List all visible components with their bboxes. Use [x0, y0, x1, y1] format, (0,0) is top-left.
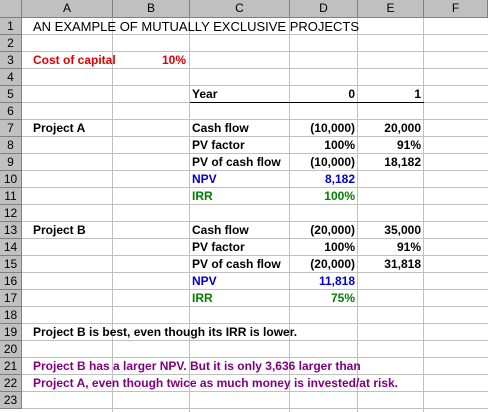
row-header-8[interactable]: 8 [0, 137, 22, 154]
row-header-16[interactable]: 16 [0, 273, 22, 290]
row-header-23[interactable]: 23 [0, 392, 22, 409]
project-a-irr-label[interactable]: IRR [192, 189, 213, 203]
row-header-14[interactable]: 14 [0, 239, 22, 256]
grid-row [22, 222, 488, 239]
grid-row [22, 392, 488, 409]
grid-row [22, 358, 488, 375]
gridline [289, 18, 290, 412]
grid-row [22, 52, 488, 69]
project-b-label[interactable]: Project B [33, 223, 86, 237]
conclusion-text[interactable]: Project B is best, even though its IRR i… [33, 325, 298, 339]
grid-row [22, 375, 488, 392]
grid-row [22, 18, 488, 35]
row-header-10[interactable]: 10 [0, 171, 22, 188]
sheet-title[interactable]: AN EXAMPLE OF MUTUALLY EXCLUSIVE PROJECT… [33, 19, 360, 34]
cost-of-capital-label[interactable]: Cost of capital [33, 53, 116, 67]
row-header-19[interactable]: 19 [0, 324, 22, 341]
project-a-npv-label[interactable]: NPV [192, 172, 217, 186]
project-a-cash-flow-1[interactable]: 20,000 [384, 121, 421, 135]
row-header-15[interactable]: 15 [0, 256, 22, 273]
grid-row [22, 256, 488, 273]
project-b-pv-cash-flow-0[interactable]: (20,000) [310, 257, 355, 271]
project-a-pv-cash-flow-0[interactable]: (10,000) [310, 155, 355, 169]
project-a-npv-value[interactable]: 8,182 [324, 172, 355, 186]
project-b-cash-flow-label[interactable]: Cash flow [192, 223, 249, 237]
row-header-2[interactable]: 2 [0, 35, 22, 52]
project-a-pv-cash-flow-label[interactable]: PV of cash flow [192, 155, 281, 169]
column-header-a[interactable]: A [22, 0, 113, 18]
grid-row [22, 188, 488, 205]
grid-row [22, 205, 488, 222]
note-line-1[interactable]: Project B has a larger NPV. But it is on… [33, 359, 361, 373]
row-header-11[interactable]: 11 [0, 188, 22, 205]
year-1[interactable]: 1 [414, 87, 421, 101]
grid-row [22, 120, 488, 137]
year-label[interactable]: Year [192, 87, 218, 101]
row-header-20[interactable]: 20 [0, 341, 22, 358]
select-all-corner[interactable] [0, 0, 22, 18]
project-a-irr-value[interactable]: 100% [324, 189, 355, 203]
row-header-21[interactable]: 21 [0, 358, 22, 375]
row-header-12[interactable]: 12 [0, 205, 22, 222]
row-header-7[interactable]: 7 [0, 120, 22, 137]
row-header-3[interactable]: 3 [0, 52, 22, 69]
project-b-pv-factor-label[interactable]: PV factor [192, 240, 245, 254]
gridline [112, 18, 113, 412]
grid-row [22, 307, 488, 324]
grid-row [22, 154, 488, 171]
project-a-pv-factor-label[interactable]: PV factor [192, 138, 245, 152]
project-b-pv-cash-flow-1[interactable]: 31,818 [384, 257, 421, 271]
cost-of-capital-value[interactable]: 10% [161, 53, 186, 67]
row-header-1[interactable]: 1 [0, 18, 22, 35]
row-header-17[interactable]: 17 [0, 290, 22, 307]
column-header-b[interactable]: B [113, 0, 190, 18]
column-header-e[interactable]: E [358, 0, 424, 18]
project-a-cash-flow-0[interactable]: (10,000) [310, 121, 355, 135]
grid-row [22, 137, 488, 154]
project-a-pv-factor-1[interactable]: 91% [396, 138, 421, 152]
year-0[interactable]: 0 [348, 87, 355, 101]
grid-row [22, 273, 488, 290]
project-b-pv-factor-0[interactable]: 100% [324, 240, 355, 254]
row-header-18[interactable]: 18 [0, 307, 22, 324]
project-a-cash-flow-label[interactable]: Cash flow [192, 121, 249, 135]
project-b-irr-value[interactable]: 75% [330, 291, 355, 305]
gridline [189, 18, 190, 412]
grid-row [22, 171, 488, 188]
project-a-pv-factor-0[interactable]: 100% [324, 138, 355, 152]
row-header-13[interactable]: 13 [0, 222, 22, 239]
column-header-c[interactable]: C [190, 0, 290, 18]
grid-row [22, 324, 488, 341]
project-a-pv-cash-flow-1[interactable]: 18,182 [384, 155, 421, 169]
note-line-2[interactable]: Project A, even though twice as much mon… [33, 376, 398, 390]
project-b-irr-label[interactable]: IRR [192, 291, 213, 305]
project-b-cash-flow-0[interactable]: (20,000) [310, 223, 355, 237]
row-header-4[interactable]: 4 [0, 69, 22, 86]
project-a-label[interactable]: Project A [33, 121, 86, 135]
grid-row [22, 239, 488, 256]
row-header-5[interactable]: 5 [0, 86, 22, 103]
grid-row [22, 103, 488, 120]
project-b-npv-label[interactable]: NPV [192, 274, 217, 288]
project-b-pv-factor-1[interactable]: 91% [396, 240, 421, 254]
project-b-pv-cash-flow-label[interactable]: PV of cash flow [192, 257, 281, 271]
row-header-9[interactable]: 9 [0, 154, 22, 171]
grid-row [22, 341, 488, 358]
grid-row [22, 290, 488, 307]
row-header-6[interactable]: 6 [0, 103, 22, 120]
row-header-22[interactable]: 22 [0, 375, 22, 392]
year-underline [190, 102, 424, 103]
grid-row [22, 35, 488, 52]
grid-row [22, 69, 488, 86]
project-b-npv-value[interactable]: 11,818 [318, 274, 355, 288]
column-header-f[interactable]: F [424, 0, 488, 18]
column-header-d[interactable]: D [290, 0, 358, 18]
gridline [423, 18, 424, 412]
gridline [357, 18, 358, 412]
project-b-cash-flow-1[interactable]: 35,000 [384, 223, 421, 237]
